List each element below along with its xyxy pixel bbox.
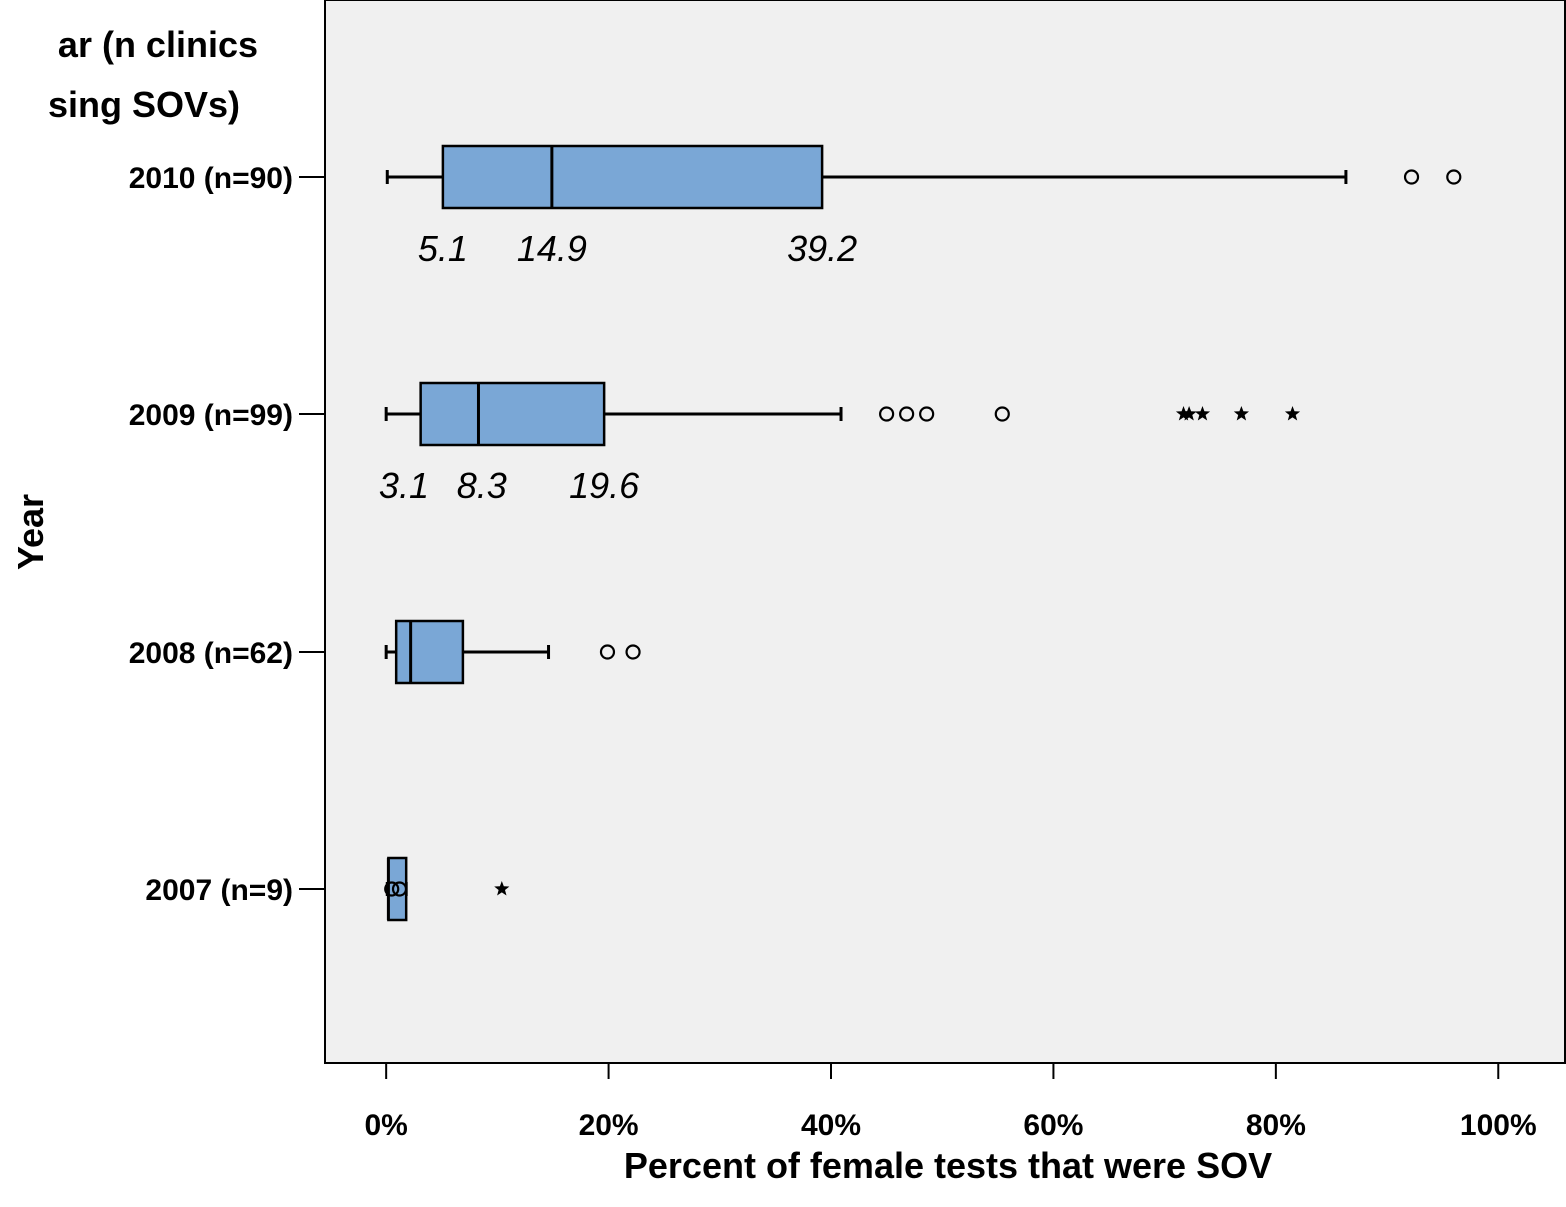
quartile-annotation: 19.6 (569, 465, 640, 506)
outlier-point (384, 881, 400, 897)
y-axis-title-top-line-2: sing SOVs) (48, 84, 240, 125)
quartile-annotation: 8.3 (457, 465, 507, 506)
outlier-point (899, 406, 915, 422)
y-tick-label: 2009 (n=99) (129, 399, 293, 432)
outlier-point (599, 644, 616, 660)
x-axis-title: Percent of female tests that were SOV (624, 1145, 1272, 1186)
x-tick-label: 40% (801, 1109, 861, 1142)
x-tick-label: 20% (579, 1109, 639, 1142)
extreme-point (1284, 406, 1301, 421)
quartile-annotation: 3.1 (379, 465, 429, 506)
iqr-box (441, 144, 824, 210)
iqr-box (394, 619, 465, 685)
box-group: 5.1 14.9 39.2 (385, 144, 1462, 269)
outlier-point (625, 644, 641, 660)
chart-marks: 5.1 14.9 39.2 3.1 8.3 19.6 (379, 144, 1462, 922)
outlier-point (879, 406, 895, 422)
x-tick-label: 100% (1460, 1109, 1537, 1142)
y-tick-label: 2008 (n=62) (129, 637, 293, 670)
extreme-point (1175, 406, 1192, 421)
extreme-point (1194, 406, 1211, 421)
box-group (384, 856, 510, 922)
x-tick-label: 0% (364, 1109, 407, 1142)
outlier-point (1403, 169, 1420, 185)
outlier-point (919, 406, 935, 422)
outlier-point (1446, 169, 1462, 185)
x-tick-label: 60% (1023, 1109, 1083, 1142)
outlier-point (391, 881, 408, 897)
box-group (384, 619, 641, 685)
x-axis: 0% 20% 40% 60% 80% 100% (364, 1063, 1537, 1142)
extreme-point (494, 881, 510, 896)
box-group: 3.1 8.3 19.6 (379, 381, 1301, 506)
quartile-annotation: 39.2 (787, 228, 857, 269)
extreme-point (1181, 406, 1197, 421)
y-tick-label: 2007 (n=9) (145, 874, 293, 907)
iqr-box (419, 381, 606, 447)
y-axis-title-top-line-1: ar (n clinics (58, 24, 258, 65)
outlier-point (994, 406, 1010, 422)
x-tick-label: 80% (1246, 1109, 1306, 1142)
y-tick-label: 2010 (n=90) (129, 162, 293, 195)
y-axis-title: Year (10, 494, 51, 570)
y-axis: 2010 (n=90) 2009 (n=99) 2008 (n=62) 2007 (n… (129, 162, 325, 907)
quartile-annotation: 5.1 (418, 228, 468, 269)
extreme-point (1233, 406, 1249, 421)
quartile-annotation: 14.9 (517, 228, 587, 269)
